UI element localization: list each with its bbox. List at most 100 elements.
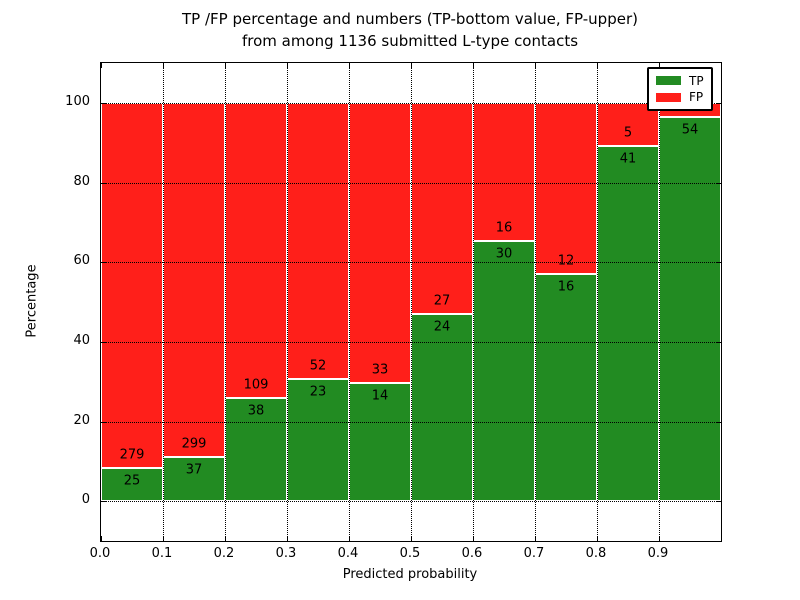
bar-segment-fp xyxy=(163,102,225,458)
bar-segment-fp xyxy=(535,102,597,274)
bar-label-tp: 16 xyxy=(557,279,575,295)
x-axis-label: Predicted probability xyxy=(342,567,478,582)
bar-segment-tp xyxy=(101,468,163,502)
x-tick-label: 0.7 xyxy=(523,546,545,561)
x-tick-mark xyxy=(473,536,474,541)
x-tick-mark xyxy=(287,536,288,541)
x-tick-mark xyxy=(101,536,102,541)
chart-title: TP /FP percentage and numbers (TP-bottom… xyxy=(90,8,730,52)
y-tick-label: 20 xyxy=(73,412,90,428)
plot-area: TP FP 25 279 37 299 38 109 23 52 14 33 24 27 30 16 16 1… xyxy=(100,62,722,542)
bar-segment-fp xyxy=(101,102,163,469)
legend-swatch-tp xyxy=(656,76,681,86)
bar-label-tp: 25 xyxy=(123,473,141,489)
bar-label-tp: 54 xyxy=(681,122,699,138)
bar-label-fp: 12 xyxy=(557,253,575,269)
gridline-vertical xyxy=(597,63,598,541)
y-tick-mark xyxy=(101,182,106,184)
x-tick-mark xyxy=(225,63,226,68)
x-tick-mark xyxy=(287,63,288,68)
x-tick-mark xyxy=(535,536,536,541)
chart-title-line2: from among 1136 submitted L-type contact… xyxy=(241,32,579,50)
x-tick-mark xyxy=(535,63,536,68)
legend-swatch-fp xyxy=(656,92,681,102)
x-tick-label: 0.1 xyxy=(151,546,173,561)
bar-label-fp: 33 xyxy=(371,362,389,377)
y-tick-label: 80 xyxy=(73,173,90,189)
y-tick-label: 100 xyxy=(65,93,90,109)
legend-label-tp: TP xyxy=(689,73,704,88)
bar-label-tp: 24 xyxy=(433,319,451,335)
bar-label-tp: 41 xyxy=(619,151,637,167)
x-tick-mark xyxy=(101,63,102,68)
y-tick-label: 0 xyxy=(81,492,90,508)
gridline-vertical xyxy=(535,63,536,541)
bar-label-fp: 109 xyxy=(243,377,269,393)
bar-label-tp: 37 xyxy=(185,462,203,478)
bar-label-tp: 23 xyxy=(309,384,327,400)
legend-item-fp: FP xyxy=(656,90,704,104)
x-tick-mark xyxy=(597,63,598,68)
bar-label-tp: 30 xyxy=(495,246,513,262)
gridline-vertical xyxy=(225,63,226,541)
x-tick-label: 0.6 xyxy=(461,546,483,561)
legend: TP FP xyxy=(647,67,713,111)
y-tick-mark xyxy=(716,421,721,423)
y-tick-label: 60 xyxy=(73,253,90,269)
x-tick-mark xyxy=(349,536,350,541)
x-tick-mark xyxy=(659,536,660,541)
gridline-vertical xyxy=(411,63,412,541)
bar-segment-fp xyxy=(349,102,411,383)
y-tick-mark xyxy=(101,501,106,503)
bar-segment-tp xyxy=(411,313,473,502)
x-tick-mark xyxy=(597,536,598,541)
bar-segment-fp xyxy=(411,102,473,314)
gridline-vertical xyxy=(163,63,164,541)
y-axis-label: Percentage xyxy=(24,264,40,338)
x-tick-mark xyxy=(411,63,412,68)
x-tick-label: 0.8 xyxy=(585,546,607,561)
bar-label-fp: 5 xyxy=(623,125,633,141)
bar-segment-fp xyxy=(225,102,287,399)
bar-segment-tp xyxy=(163,457,225,502)
bar-label-fp: 27 xyxy=(433,293,451,309)
x-tick-label: 0.0 xyxy=(89,546,111,561)
bar-segment-fp xyxy=(287,102,349,379)
bar-segment-tp xyxy=(597,146,659,502)
y-tick-mark xyxy=(716,501,721,503)
x-tick-mark xyxy=(163,536,164,541)
gridline-vertical xyxy=(287,63,288,541)
chart-title-line1: TP /FP percentage and numbers (TP-bottom… xyxy=(182,10,638,28)
y-tick-mark xyxy=(716,182,721,184)
bar-segment-tp xyxy=(473,241,535,502)
gridline-vertical xyxy=(659,63,660,541)
x-tick-mark xyxy=(721,63,722,68)
x-tick-mark xyxy=(349,63,350,68)
x-tick-mark xyxy=(721,536,722,541)
bar-label-fp: 279 xyxy=(119,447,145,463)
legend-label-fp: FP xyxy=(689,90,704,105)
y-tick-mark xyxy=(716,102,721,104)
x-tick-label: 0.3 xyxy=(275,546,297,561)
y-tick-mark xyxy=(716,262,721,264)
x-tick-mark xyxy=(659,63,660,68)
y-tick-mark xyxy=(101,102,106,104)
x-tick-mark xyxy=(473,63,474,68)
bar-label-fp: 52 xyxy=(309,358,327,374)
gridline-vertical xyxy=(349,63,350,541)
y-tick-mark xyxy=(101,341,106,343)
bar-label-fp: 16 xyxy=(495,220,513,236)
x-tick-mark xyxy=(225,536,226,541)
y-tick-mark xyxy=(716,341,721,343)
x-tick-mark xyxy=(411,536,412,541)
bar-segment-tp xyxy=(659,117,721,502)
y-tick-mark xyxy=(101,421,106,423)
bar-label-tp: 38 xyxy=(247,403,265,419)
x-tick-label: 0.5 xyxy=(399,546,421,561)
x-tick-label: 0.4 xyxy=(337,546,359,561)
bar-label-fp: 299 xyxy=(181,436,207,452)
y-tick-label: 40 xyxy=(73,332,90,348)
y-tick-mark xyxy=(101,262,106,264)
x-tick-label: 0.2 xyxy=(213,546,235,561)
